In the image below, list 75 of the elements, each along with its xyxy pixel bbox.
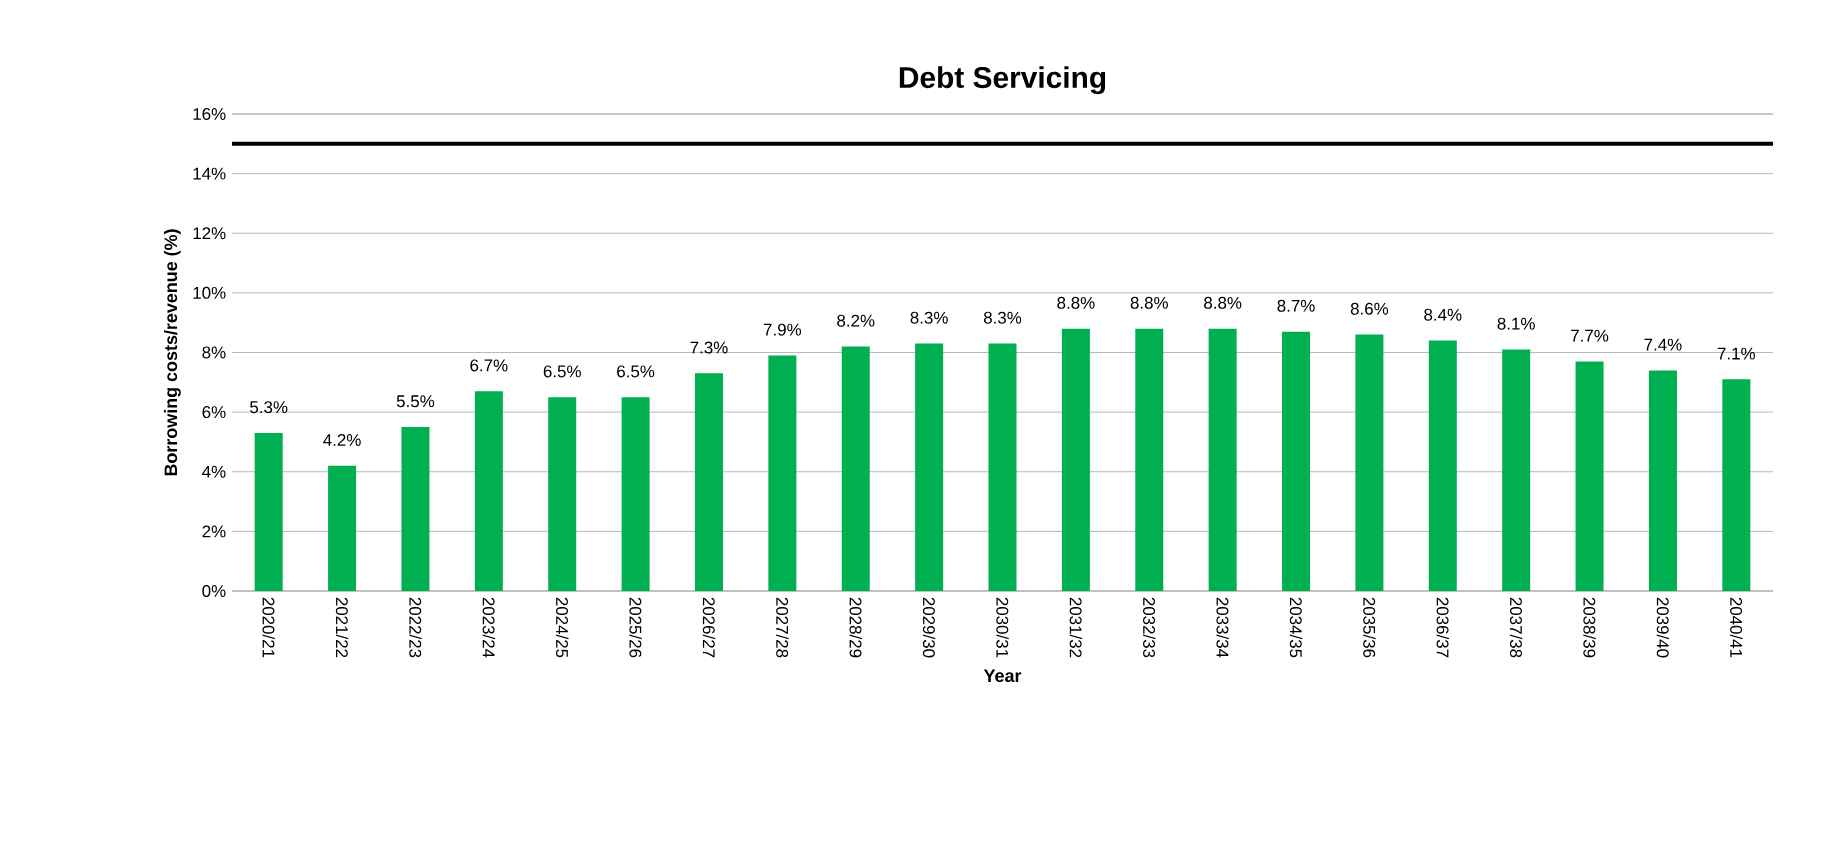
bar [915,343,944,591]
data-label: 5.3% [250,401,288,414]
bar [254,432,283,591]
x-tick-label: 2024/25 [555,597,569,658]
data-label: 8.6% [1350,302,1389,315]
x-tick-label: 2036/37 [1436,597,1450,658]
data-label: 7.7% [1571,329,1609,342]
data-label: 6.7% [470,359,508,372]
x-tick-label: 2037/38 [1509,597,1523,658]
data-label: 8.8% [1130,296,1168,309]
bar [1502,349,1531,591]
x-tick-label: 2032/33 [1143,597,1156,658]
y-axis-title: Borrowing costs/revenue (%) [163,229,181,476]
x-tick-label: 2023/24 [482,597,496,658]
x-tick-label: 2035/36 [1363,597,1376,658]
data-label: 8.8% [1204,296,1242,309]
data-label: 8.3% [910,311,948,324]
x-tick-label: 2038/39 [1583,597,1596,658]
y-tick-label: 8% [202,346,226,359]
bar [621,397,650,591]
x-tick-label: 2025/26 [629,597,642,658]
bar [1648,370,1677,591]
data-label: 8.7% [1277,299,1315,312]
y-tick-label: 10% [193,286,226,299]
bar [988,343,1017,591]
bar [1722,379,1751,591]
data-label: 6.5% [543,365,581,378]
x-tick-label: 2029/30 [922,597,936,658]
data-label: 8.3% [983,311,1022,324]
data-label: 4.2% [323,434,361,446]
bar [694,373,723,591]
bar [548,397,577,591]
bar [328,465,357,591]
bar [1428,340,1457,591]
x-tick-label: 2022/23 [409,597,422,658]
x-tick-label: 2028/29 [849,597,862,658]
y-tick-label: 6% [202,406,226,419]
y-tick-label: 0% [202,585,226,597]
bar [474,391,503,591]
x-tick-label: 2034/35 [1289,597,1303,658]
bar [1355,334,1384,591]
y-tick-label: 16% [193,107,226,120]
bar [768,355,797,591]
y-tick-label: 12% [193,227,226,240]
data-label: 8.4% [1424,308,1462,321]
data-label: 7.4% [1644,338,1682,351]
data-label: 7.3% [690,341,728,354]
bar [1135,328,1164,591]
x-tick-label: 2033/34 [1216,597,1229,658]
y-tick-label: 2% [202,525,226,538]
bar [841,346,870,591]
data-label: 8.2% [837,314,875,327]
bar [1061,328,1090,591]
data-label: 6.5% [617,365,655,378]
y-tick-label: 4% [202,465,226,478]
data-label: 8.8% [1057,296,1095,309]
data-label: 7.9% [763,323,802,336]
y-tick-label: 14% [193,167,226,180]
x-tick-label: 2039/40 [1656,597,1670,658]
x-tick-label: 2040/41 [1730,597,1743,658]
x-axis-title: Year [983,669,1022,683]
data-label: 7.1% [1717,347,1756,360]
data-label: 8.1% [1497,317,1535,330]
chart-title: Debt Servicing [899,66,1106,95]
x-tick-label: 2020/21 [262,597,275,658]
x-tick-label: 2030/31 [996,597,1009,658]
bar [1208,328,1237,591]
bar [1282,331,1311,591]
x-tick-label: 2021/22 [335,597,349,658]
x-tick-label: 2027/28 [776,597,789,658]
x-tick-label: 2031/32 [1069,597,1083,658]
bar [401,427,430,591]
x-tick-label: 2026/27 [702,597,716,658]
data-label: 5.5% [396,395,435,408]
bar [1575,361,1604,591]
